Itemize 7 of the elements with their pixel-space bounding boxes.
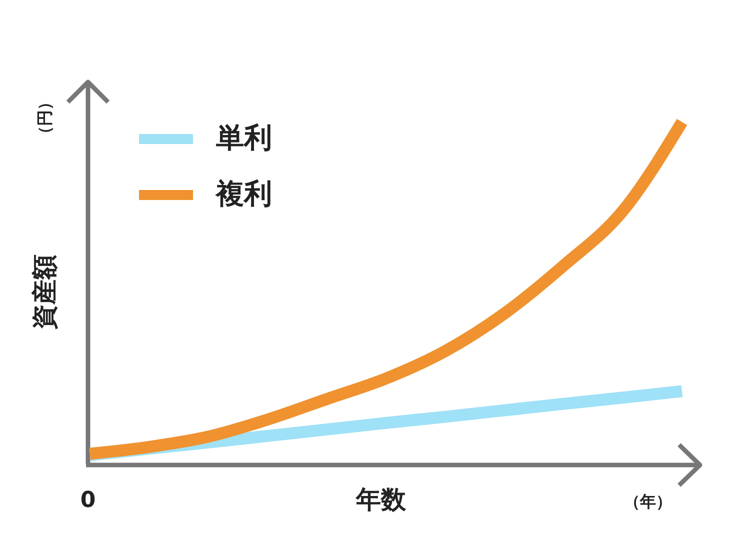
legend-label: 複利 (215, 177, 272, 210)
text: （円） (35, 94, 54, 142)
text: （年） (624, 492, 672, 511)
legend-label: 単利 (215, 121, 272, 154)
y-axis-title: 資産額 (30, 254, 59, 330)
text: 0 (80, 488, 96, 513)
x-axis-title: 年数 (355, 485, 407, 514)
